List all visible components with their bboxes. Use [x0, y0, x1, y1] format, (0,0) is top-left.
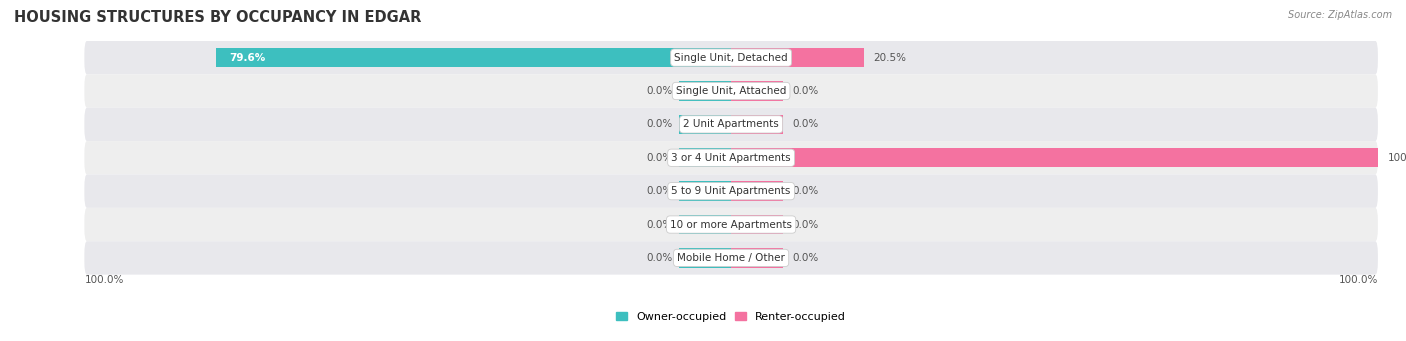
Bar	[731, 81, 783, 101]
Text: 79.6%: 79.6%	[229, 53, 266, 63]
Text: 100.0%: 100.0%	[84, 275, 124, 285]
Text: Mobile Home / Other: Mobile Home / Other	[678, 253, 785, 263]
FancyBboxPatch shape	[84, 175, 1378, 208]
Bar	[679, 181, 731, 201]
Bar	[679, 115, 731, 134]
Bar	[679, 81, 731, 101]
Bar	[731, 148, 1378, 167]
Text: 3 or 4 Unit Apartments: 3 or 4 Unit Apartments	[671, 153, 792, 163]
Text: 100.0%: 100.0%	[1388, 153, 1406, 163]
Legend: Owner-occupied, Renter-occupied: Owner-occupied, Renter-occupied	[612, 308, 851, 327]
Text: 5 to 9 Unit Apartments: 5 to 9 Unit Apartments	[672, 186, 790, 196]
Bar	[731, 215, 783, 234]
Bar	[679, 215, 731, 234]
Text: Source: ZipAtlas.com: Source: ZipAtlas.com	[1288, 10, 1392, 20]
Bar	[731, 181, 783, 201]
Bar	[731, 248, 783, 268]
Text: 0.0%: 0.0%	[647, 119, 673, 129]
Text: 2 Unit Apartments: 2 Unit Apartments	[683, 119, 779, 129]
Text: 0.0%: 0.0%	[793, 119, 818, 129]
Bar	[731, 115, 783, 134]
Text: 20.5%: 20.5%	[873, 53, 907, 63]
Text: Single Unit, Detached: Single Unit, Detached	[675, 53, 787, 63]
Text: 10 or more Apartments: 10 or more Apartments	[671, 220, 792, 229]
FancyBboxPatch shape	[84, 74, 1378, 108]
Text: 0.0%: 0.0%	[647, 153, 673, 163]
FancyBboxPatch shape	[84, 241, 1378, 275]
Text: 0.0%: 0.0%	[647, 220, 673, 229]
FancyBboxPatch shape	[84, 41, 1378, 74]
Bar	[217, 48, 731, 67]
Text: 0.0%: 0.0%	[647, 86, 673, 96]
Text: 0.0%: 0.0%	[793, 220, 818, 229]
Text: 0.0%: 0.0%	[793, 253, 818, 263]
Text: 0.0%: 0.0%	[793, 86, 818, 96]
Text: Single Unit, Attached: Single Unit, Attached	[676, 86, 786, 96]
Text: HOUSING STRUCTURES BY OCCUPANCY IN EDGAR: HOUSING STRUCTURES BY OCCUPANCY IN EDGAR	[14, 10, 422, 25]
Bar	[679, 248, 731, 268]
Text: 0.0%: 0.0%	[793, 186, 818, 196]
Bar	[679, 148, 731, 167]
FancyBboxPatch shape	[84, 208, 1378, 241]
Text: 0.0%: 0.0%	[647, 253, 673, 263]
Text: 100.0%: 100.0%	[1339, 275, 1378, 285]
Bar	[731, 48, 863, 67]
FancyBboxPatch shape	[84, 141, 1378, 175]
Text: 0.0%: 0.0%	[647, 186, 673, 196]
FancyBboxPatch shape	[84, 108, 1378, 141]
